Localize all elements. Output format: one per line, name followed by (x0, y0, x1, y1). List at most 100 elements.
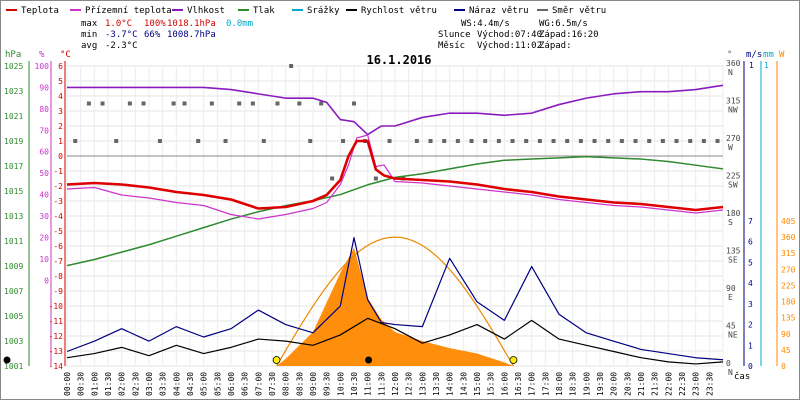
wind-dir-point (275, 101, 280, 106)
gust-line (66, 236, 724, 361)
ms-tick: 5 (748, 258, 753, 267)
time-tick: 01:00 (90, 372, 99, 396)
time-tick: 21:00 (637, 372, 646, 396)
time-tick: 05:00 (200, 372, 209, 396)
time-tick: 16:30 (514, 372, 523, 396)
time-tick: 07:00 (254, 372, 263, 396)
unit-degc: °C (60, 50, 71, 60)
wind-dir-point (565, 139, 570, 143)
pct-tick: 30 (39, 212, 49, 221)
time-tick: 06:30 (241, 372, 250, 396)
legend-label: Vlhkost (187, 6, 225, 16)
w-tick: 405 (781, 217, 796, 226)
wind-dir-point (196, 139, 201, 143)
wind-dir-point (688, 139, 693, 143)
degc-tick: 0 (58, 152, 63, 161)
time-tick: 00:00 (63, 372, 72, 396)
ms-tick: 6 (748, 238, 753, 247)
degc-tick: -11 (49, 317, 64, 326)
dir-tick-label: E (728, 293, 733, 302)
ms-tick: 0 (748, 362, 753, 371)
w-tick: 90 (781, 330, 791, 339)
wind-dir-point (387, 139, 392, 143)
stat-max-press: 1018.1hPa (167, 19, 216, 29)
wind-dir-point (428, 139, 433, 143)
wind-dir-point (250, 101, 255, 106)
time-tick: 10:30 (350, 372, 359, 396)
time-tick: 19:00 (582, 372, 591, 396)
time-tick: 22:30 (678, 372, 687, 396)
time-tick: 19:30 (596, 372, 605, 396)
time-tick: 20:00 (610, 372, 619, 396)
stat-max-label: max (81, 19, 98, 29)
degc-tick: -6 (53, 242, 63, 251)
wind-speed-line (66, 317, 724, 365)
unit-mm: mm (763, 50, 774, 60)
wind-dir-point (647, 139, 652, 143)
hpa-tick: 1015 (4, 187, 23, 196)
degc-tick: -5 (53, 227, 63, 236)
pct-tick: 40 (39, 191, 49, 200)
ms-tick: 2 (748, 321, 753, 330)
unit-ms: m/s (746, 50, 762, 60)
stat-max-hum: 100% (144, 19, 166, 29)
hpa-tick: 1007 (4, 287, 23, 296)
pct-tick: 60 (39, 148, 49, 157)
wind-dir-point (86, 101, 91, 106)
wind-dir-point (496, 139, 501, 143)
ms-tick: 3 (748, 300, 753, 309)
wind-dir-point (701, 139, 706, 143)
wind-dir-point (100, 101, 105, 106)
dir-tick-label: N (728, 68, 733, 77)
time-tick: 17:00 (528, 372, 537, 396)
hpa-tick: 1023 (4, 87, 23, 96)
pct-tick: 70 (39, 126, 49, 135)
hpa-tick: 1009 (4, 262, 23, 271)
time-tick: 13:00 (418, 372, 427, 396)
ms-tick: 1 (748, 341, 753, 350)
wind-dir-point (319, 101, 324, 106)
hpa-tick: 1011 (4, 237, 23, 246)
stats: max 1.0°C 100% 1018.1hPa 0.0mm min -3.7°… (81, 19, 599, 51)
chart-title: 16.1.2016 (366, 53, 431, 67)
legend-label: Rychlost větru (361, 6, 437, 16)
wind-dir-point (660, 139, 665, 143)
degc-tick: -13 (49, 347, 64, 356)
time-tick: 09:00 (309, 372, 318, 396)
w-tick: 0 (781, 362, 786, 371)
hpa-tick: 1025 (4, 62, 23, 71)
degc-tick: -8 (53, 272, 63, 281)
time-tick: 11:30 (377, 372, 386, 396)
unit-deg: ° (727, 50, 732, 60)
pct-tick: 0 (44, 276, 49, 285)
wind-dir-point (442, 139, 447, 143)
degc-tick: -9 (53, 287, 63, 296)
degc-tick: -7 (53, 257, 63, 266)
legend-label: Náraz větru (469, 6, 529, 16)
dir-tick-label: SE (728, 256, 738, 265)
dir-tick-label: NW (728, 106, 738, 115)
dir-tick-deg: 135 (726, 247, 741, 256)
stat-avg-label: avg (81, 41, 97, 51)
humidity-line (67, 84, 724, 136)
axes: 1025102310211019101710151013101110091007… (4, 59, 796, 396)
dir-tick-deg: 0 (726, 359, 731, 368)
degc-tick: -1 (53, 167, 63, 176)
sunset-marker (509, 356, 518, 364)
stat-min-hum: 66% (144, 30, 161, 40)
time-tick: 14:30 (459, 372, 468, 396)
hpa-tick: 1017 (4, 162, 23, 171)
time-tick: 18:30 (569, 372, 578, 396)
time-tick: 23:30 (705, 372, 714, 396)
w-tick: 45 (781, 346, 791, 355)
mm-top-tick: 1 (764, 61, 769, 70)
degc-tick: -2 (53, 182, 63, 191)
wind-dir-point (237, 101, 242, 106)
w-tick: 360 (781, 233, 796, 242)
dir-tick-deg: 90 (726, 284, 736, 293)
hpa-tick: 1021 (4, 112, 23, 121)
wind-dir-point (674, 139, 679, 143)
time-tick: 22:00 (664, 372, 673, 396)
